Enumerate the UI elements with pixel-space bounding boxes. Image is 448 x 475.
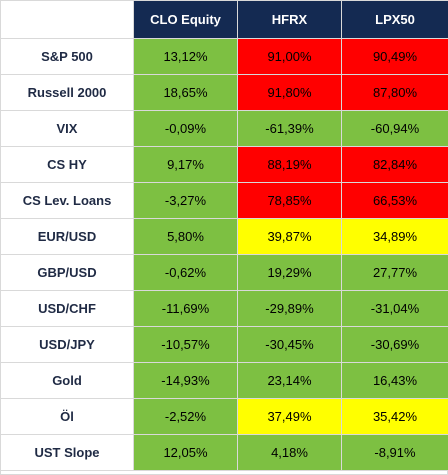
table-cell: -0,09% — [134, 111, 238, 147]
table-cell: 87,80% — [342, 75, 448, 111]
header-hfrx: HFRX — [238, 1, 342, 39]
table-cell: -30,69% — [342, 327, 448, 363]
table-cell: -61,39% — [238, 111, 342, 147]
table-cell: 91,00% — [238, 39, 342, 75]
row-label: VIX — [1, 111, 134, 147]
table-cell: 9,17% — [134, 147, 238, 183]
row-label: CS Lev. Loans — [1, 183, 134, 219]
table-cell: 19,29% — [238, 255, 342, 291]
table-cell: 12,05% — [134, 435, 238, 471]
row-label: S&P 500 — [1, 39, 134, 75]
header-clo-equity: CLO Equity — [134, 1, 238, 39]
table-cell: 16,43% — [342, 363, 448, 399]
table-cell: 27,77% — [342, 255, 448, 291]
row-label: Öl — [1, 399, 134, 435]
table-cell: -30,45% — [238, 327, 342, 363]
row-label: Gold — [1, 363, 134, 399]
table-cell: 90,49% — [342, 39, 448, 75]
table-cell: 35,42% — [342, 399, 448, 435]
row-label: GBP/USD — [1, 255, 134, 291]
table-cell: 23,14% — [238, 363, 342, 399]
table-cell: -8,91% — [342, 435, 448, 471]
table-cell: 66,53% — [342, 183, 448, 219]
table-cell: -31,04% — [342, 291, 448, 327]
table-cell: -14,93% — [134, 363, 238, 399]
table-cell: 82,84% — [342, 147, 448, 183]
row-label: UST Slope — [1, 435, 134, 471]
table-cell: 37,49% — [238, 399, 342, 435]
table-cell: 39,87% — [238, 219, 342, 255]
table-cell: -10,57% — [134, 327, 238, 363]
table-cell: -11,69% — [134, 291, 238, 327]
table-cell: 88,19% — [238, 147, 342, 183]
table-cell: -29,89% — [238, 291, 342, 327]
header-lpx50: LPX50 — [342, 1, 448, 39]
row-label: USD/CHF — [1, 291, 134, 327]
table-cell: -2,52% — [134, 399, 238, 435]
table-cell: -60,94% — [342, 111, 448, 147]
table-cell: 78,85% — [238, 183, 342, 219]
table-cell: 5,80% — [134, 219, 238, 255]
table-cell: -3,27% — [134, 183, 238, 219]
table-cell: 18,65% — [134, 75, 238, 111]
row-label: CS HY — [1, 147, 134, 183]
row-label: USD/JPY — [1, 327, 134, 363]
table-cell: 4,18% — [238, 435, 342, 471]
table-cell: 13,12% — [134, 39, 238, 75]
row-label: EUR/USD — [1, 219, 134, 255]
row-label: Russell 2000 — [1, 75, 134, 111]
table-cell: -0,62% — [134, 255, 238, 291]
table-cell: 34,89% — [342, 219, 448, 255]
header-corner — [1, 1, 134, 39]
table-cell: 91,80% — [238, 75, 342, 111]
